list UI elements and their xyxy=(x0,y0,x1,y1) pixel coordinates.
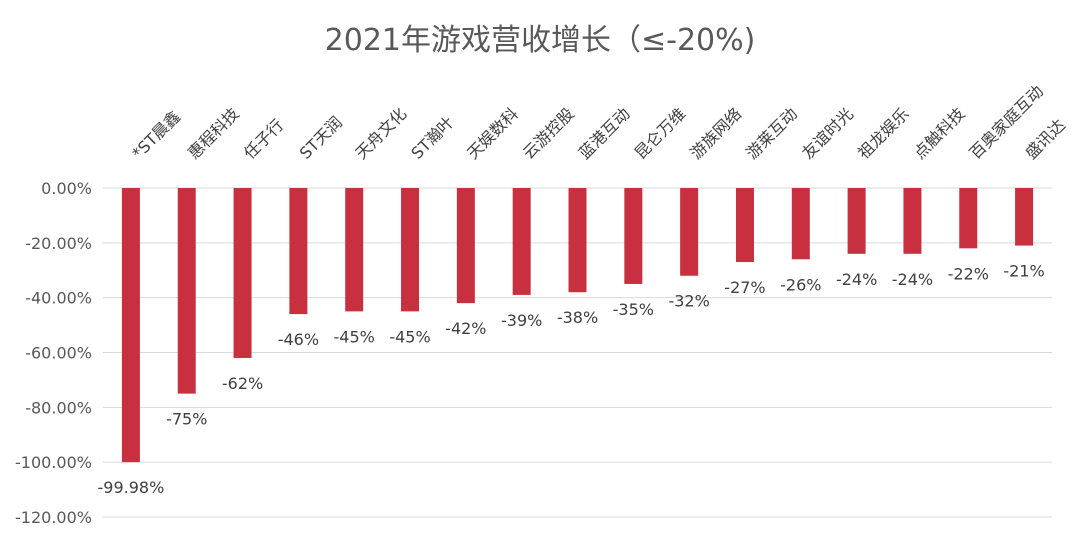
data-label: -99.98% xyxy=(98,478,165,497)
category-label: *ST晨鑫 xyxy=(128,107,184,163)
y-axis-tick-labels: 0.00% -20.00% -40.00% -60.00% -80.00% -100.00… xyxy=(15,179,92,527)
category-label: 任子行 xyxy=(240,115,287,162)
data-label: -39% xyxy=(501,311,542,330)
category-label: ST瀚叶 xyxy=(407,113,457,163)
category-label: 惠程科技 xyxy=(184,104,243,163)
data-label: -38% xyxy=(557,308,598,327)
y-tick-label: 0.00% xyxy=(41,179,92,198)
bar xyxy=(289,188,308,315)
data-label: -22% xyxy=(948,264,989,283)
category-label: 友谊时光 xyxy=(798,104,857,163)
bar xyxy=(735,188,754,263)
bar xyxy=(401,188,420,312)
data-label: -45% xyxy=(334,327,375,346)
y-tick-label: -80.00% xyxy=(25,398,92,417)
data-label: -45% xyxy=(389,327,430,346)
data-label: -21% xyxy=(1003,262,1044,281)
category-label: 昆仑万维 xyxy=(631,104,690,163)
data-label: -42% xyxy=(445,319,486,338)
y-tick-label: -20.00% xyxy=(25,234,92,253)
bar xyxy=(1015,188,1034,246)
bar xyxy=(847,188,866,254)
bar xyxy=(345,188,364,312)
data-label: -75% xyxy=(166,410,207,429)
gridlines xyxy=(103,187,1052,518)
data-label: -62% xyxy=(222,374,263,393)
chart-title: 2021年游戏营收增长（≤-20%) xyxy=(325,23,756,58)
data-label: -24% xyxy=(892,270,933,289)
category-label: ST天润 xyxy=(296,113,346,163)
data-label: -27% xyxy=(724,278,765,297)
y-tick-label: -120.00% xyxy=(15,508,92,527)
category-label: 云游控股 xyxy=(519,104,578,163)
bar xyxy=(624,188,643,284)
y-tick-label: -100.00% xyxy=(15,453,92,472)
category-label: 盛讯达 xyxy=(1021,115,1068,162)
bar xyxy=(177,188,196,394)
category-label: 天娱数科 xyxy=(463,104,522,163)
category-label: 天舟文化 xyxy=(352,104,411,163)
bar xyxy=(959,188,978,249)
category-label: 蓝港互动 xyxy=(575,104,634,163)
data-label: -32% xyxy=(668,292,709,311)
bar xyxy=(121,188,140,463)
bar xyxy=(680,188,699,276)
y-tick-label: -40.00% xyxy=(25,289,92,308)
bar xyxy=(791,188,810,260)
y-tick-label: -60.00% xyxy=(25,344,92,363)
category-label: 游莱互动 xyxy=(742,104,801,163)
data-label: -24% xyxy=(836,270,877,289)
bar xyxy=(512,188,531,295)
category-label: 点触科技 xyxy=(910,104,969,163)
data-label: -35% xyxy=(613,300,654,319)
bar xyxy=(233,188,252,358)
data-label: -46% xyxy=(278,330,319,349)
category-label: 游族网络 xyxy=(687,104,746,163)
data-label: -26% xyxy=(780,275,821,294)
bar xyxy=(568,188,587,293)
bar xyxy=(456,188,475,304)
bars xyxy=(121,188,1034,463)
bar xyxy=(903,188,922,254)
category-label: 祖龙娱乐 xyxy=(854,104,913,163)
data-labels: -99.98%-75%-62%-46% -45% -45% -42% -39% -38% -… xyxy=(98,262,1045,498)
